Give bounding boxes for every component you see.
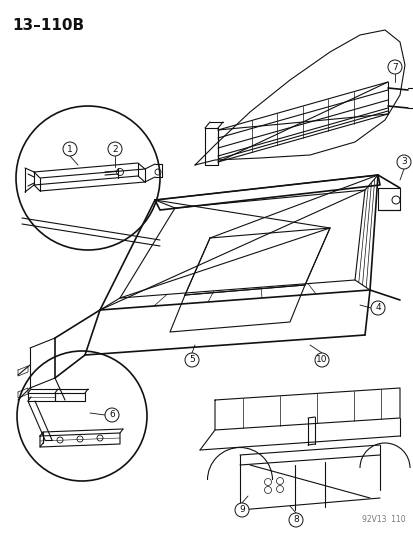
Text: 6: 6 [109,410,114,419]
Circle shape [288,513,302,527]
Text: 8: 8 [292,515,298,524]
Text: 5: 5 [189,356,195,365]
Circle shape [16,106,159,250]
Text: 13–110B: 13–110B [12,18,84,33]
Circle shape [63,142,77,156]
Circle shape [105,408,119,422]
Circle shape [235,503,248,517]
Text: 3: 3 [400,157,406,166]
Circle shape [396,155,410,169]
Text: 10: 10 [316,356,327,365]
Circle shape [314,353,328,367]
Circle shape [185,353,199,367]
Text: 92V13  110: 92V13 110 [361,515,405,524]
Text: 9: 9 [239,505,244,514]
Circle shape [387,60,401,74]
Text: 1: 1 [67,144,73,154]
Text: 4: 4 [374,303,380,312]
Text: 2: 2 [112,144,118,154]
Circle shape [108,142,122,156]
Circle shape [17,351,147,481]
Circle shape [370,301,384,315]
Text: 7: 7 [391,62,397,71]
